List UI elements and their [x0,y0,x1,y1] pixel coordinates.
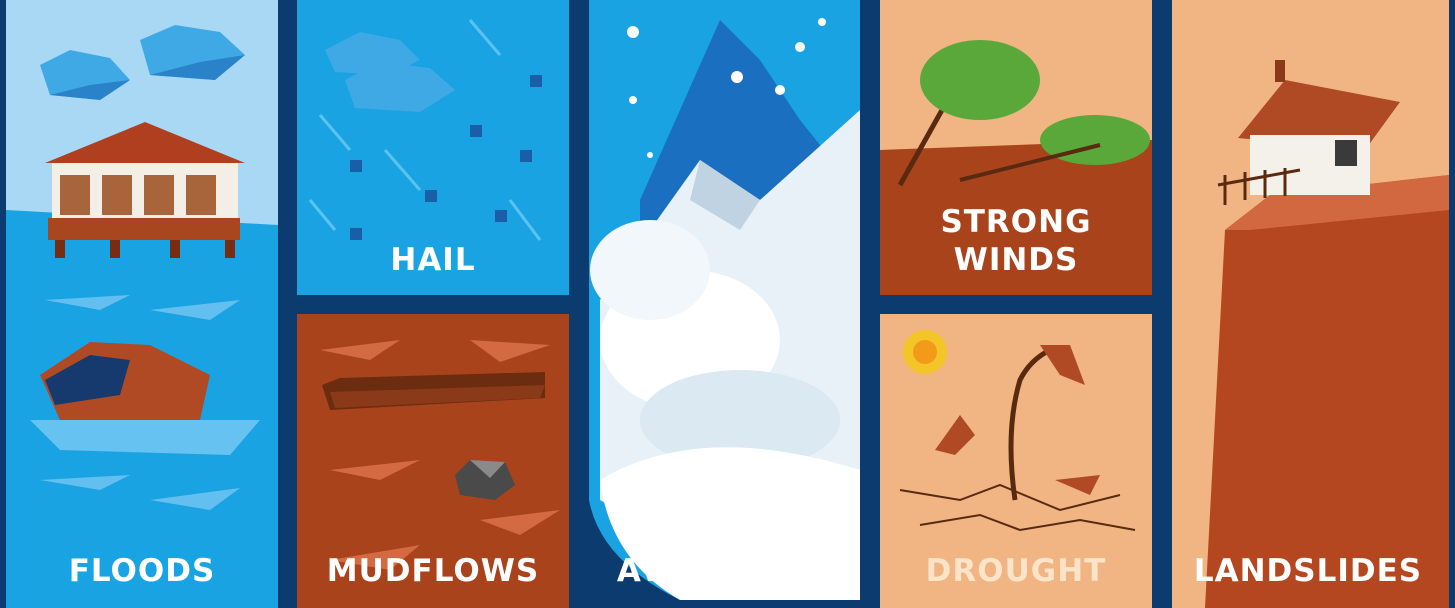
panel-label: STRONG [940,204,1091,240]
landslides-panel [1172,0,1449,608]
panel-label: MUDFLOWS [327,553,539,589]
disaster-illustration: FLOODS HAIL MUDFLOWS AVALANCHE STRONG WI… [0,0,1455,608]
panel-label: WINDS [954,242,1079,278]
avalanche-panel [589,0,860,600]
floods-panel [6,0,278,608]
panel-label: AVALANCHE [617,553,833,589]
panel-label: DROUGHT [926,553,1107,589]
panel-label: FLOODS [69,553,216,589]
page: FLOODS HAIL MUDFLOWS AVALANCHE STRONG WI… [0,0,1455,608]
panel-label: LANDSLIDES [1194,553,1422,589]
panel-label: HAIL [390,242,475,278]
